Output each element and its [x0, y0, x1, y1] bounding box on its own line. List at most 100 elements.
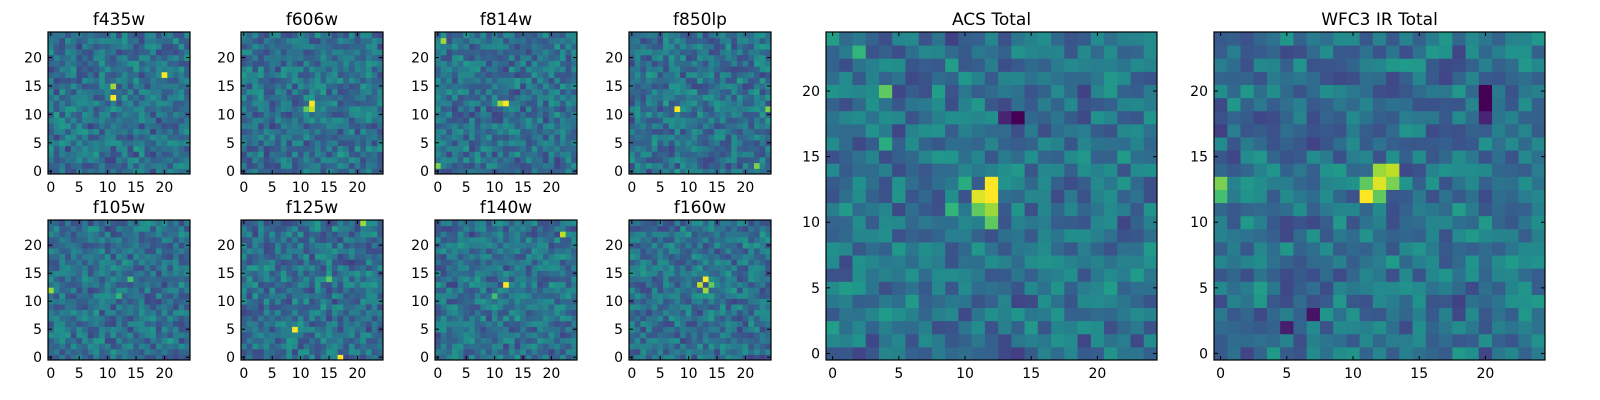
heatmap-cell: [87, 236, 94, 243]
heatmap-cell: [53, 88, 60, 95]
heatmap-cell: [263, 88, 270, 95]
heatmap-cell: [446, 77, 453, 84]
heatmap-cell: [508, 264, 516, 271]
heatmap-cell: [303, 49, 310, 56]
heatmap-cell: [742, 66, 749, 73]
heatmap-cell: [65, 270, 72, 277]
heatmap-cell: [150, 43, 157, 50]
heatmap-cell: [753, 337, 761, 344]
heatmap-cell: [480, 309, 487, 316]
heatmap-cell: [759, 315, 766, 322]
heatmap-cell: [343, 88, 350, 95]
heatmap-cell: [48, 60, 55, 67]
heatmap-cell: [82, 236, 89, 243]
heatmap-cell: [110, 304, 117, 311]
heatmap-cell: [674, 281, 681, 288]
heatmap-cell: [110, 326, 117, 333]
heatmap-cell: [258, 60, 265, 67]
heatmap-cell: [53, 248, 60, 255]
heatmap-cell: [525, 315, 533, 322]
heatmap-cell: [440, 139, 447, 147]
heatmap-cell: [554, 100, 561, 107]
heatmap-cell: [457, 270, 464, 277]
heatmap-cell: [172, 77, 180, 84]
heatmap-cell: [87, 60, 94, 67]
heatmap-cell: [87, 253, 94, 260]
heatmap-cell: [542, 253, 550, 260]
heatmap-cell: [565, 88, 572, 95]
heatmap-cell: [554, 105, 561, 113]
heatmap-cell: [150, 248, 157, 255]
heatmap-cell: [258, 139, 265, 147]
heatmap-cell: [348, 315, 356, 322]
heatmap-cell: [70, 122, 77, 130]
heatmap-cell: [59, 270, 66, 277]
heatmap-cell: [537, 259, 544, 266]
heatmap-cell: [537, 253, 544, 260]
heatmap-cell: [275, 71, 282, 78]
heatmap-cell: [753, 100, 761, 107]
heatmap-cell: [269, 343, 276, 350]
heatmap-cell: [497, 122, 504, 130]
heatmap-cell: [542, 168, 550, 175]
heatmap-cell: [440, 71, 447, 78]
x-tick-label: 5: [75, 180, 84, 196]
heatmap-cell: [469, 298, 476, 305]
heatmap-cell: [646, 162, 653, 169]
heatmap-cell: [331, 111, 339, 118]
heatmap-cell: [497, 287, 504, 294]
heatmap-cell: [172, 32, 180, 39]
heatmap-cell: [241, 304, 248, 311]
x-tick-label: 15: [514, 180, 532, 196]
heatmap-cell: [452, 220, 459, 227]
heatmap-cell: [87, 264, 94, 271]
heatmap-cell: [365, 66, 373, 73]
heatmap-cell: [685, 270, 692, 277]
heatmap-cell: [76, 242, 83, 249]
heatmap-cell: [275, 88, 282, 95]
heatmap-cell: [520, 162, 527, 169]
y-tick-label: 15: [217, 79, 235, 95]
heatmap-cell: [497, 145, 504, 152]
heatmap-cell: [104, 332, 111, 339]
heatmap-cell: [320, 77, 327, 84]
heatmap-cell: [685, 304, 692, 311]
heatmap-cell: [82, 105, 89, 113]
heatmap-cell: [452, 54, 459, 61]
heatmap-cell: [241, 151, 248, 158]
heatmap-cell: [150, 298, 157, 305]
heatmap-cell: [184, 276, 191, 283]
heatmap-cell: [331, 332, 339, 339]
heatmap-cell: [542, 49, 550, 56]
heatmap-cell: [127, 122, 134, 130]
heatmap-cell: [297, 66, 304, 73]
heatmap-cell: [309, 242, 316, 249]
heatmap-cell: [371, 298, 378, 305]
heatmap-cell: [297, 77, 304, 84]
heatmap-cell: [246, 66, 253, 73]
heatmap-cell: [167, 326, 174, 333]
heatmap-cell: [674, 332, 681, 339]
heatmap-cell: [178, 117, 185, 124]
heatmap-cell: [286, 281, 293, 288]
heatmap-cell: [155, 49, 163, 56]
heatmap-cell: [53, 71, 60, 78]
heatmap-cell: [508, 77, 516, 84]
heatmap-cell: [93, 77, 100, 84]
heatmap-cell: [486, 287, 493, 294]
heatmap-cell: [155, 332, 163, 339]
heatmap-cell: [320, 309, 327, 316]
heatmap-cell: [320, 111, 327, 118]
heatmap-cell: [486, 242, 493, 249]
heatmap-cell: [452, 276, 459, 283]
y-tick-label: 5: [420, 322, 429, 338]
heatmap-cell: [144, 348, 151, 355]
heatmap-cell: [525, 281, 533, 288]
heatmap-cell: [314, 304, 322, 311]
heatmap-cell: [167, 43, 174, 50]
heatmap-cell: [70, 220, 77, 227]
heatmap-cell: [474, 122, 481, 130]
heatmap-cell: [241, 253, 248, 260]
heatmap-cell: [559, 320, 567, 327]
heatmap-cell: [144, 253, 151, 260]
